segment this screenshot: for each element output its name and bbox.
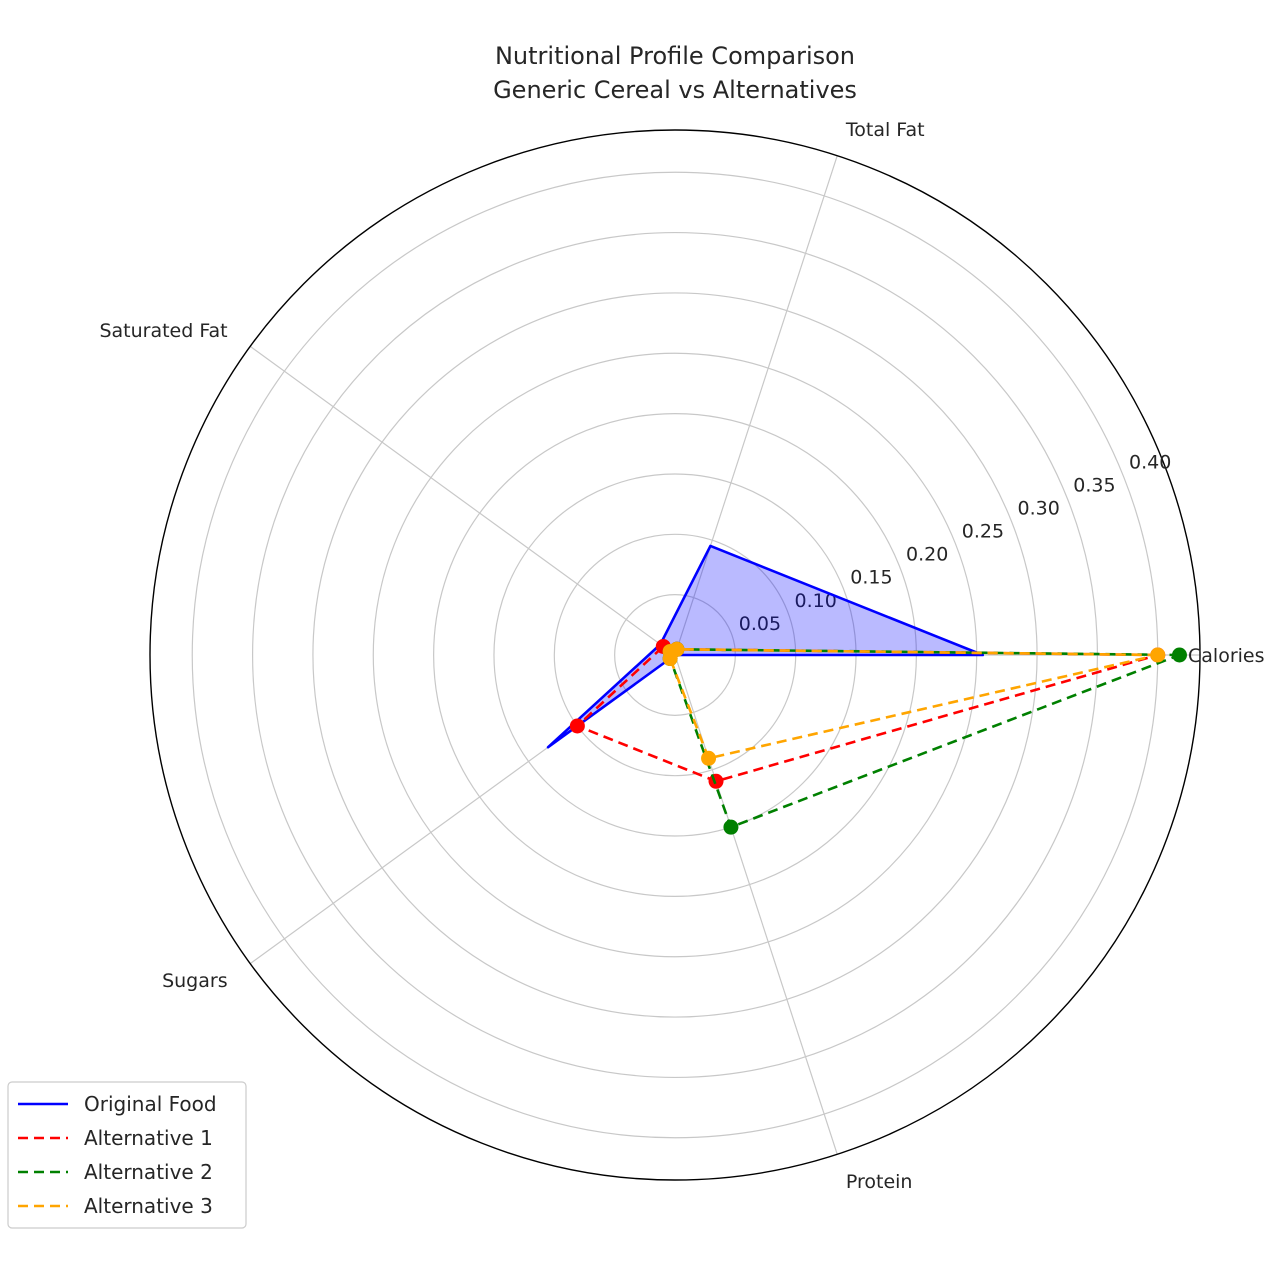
data-point [1150, 647, 1166, 663]
data-point [701, 750, 717, 766]
legend-entry: Alternative 2 [84, 1160, 213, 1184]
category-label-total-fat: Total Fat [845, 119, 925, 141]
spoke-protein [674, 654, 838, 1155]
data-point [569, 718, 585, 734]
r-tick-label: 0.20 [906, 544, 948, 566]
r-tick-label: 0.10 [795, 590, 837, 612]
series-line [668, 647, 1160, 760]
r-tick-label: 0.15 [850, 567, 892, 589]
data-point [708, 773, 724, 789]
data-point [1171, 647, 1187, 663]
r-tick-label: 0.30 [1018, 497, 1060, 519]
r-tick-label: 0.40 [1129, 451, 1171, 473]
outer-ring [149, 129, 1201, 1181]
legend-entry: Original Food [84, 1092, 217, 1116]
legend-entry: Alternative 1 [84, 1126, 213, 1150]
r-tick-label: 0.35 [1073, 474, 1115, 496]
series-original-food [546, 544, 985, 749]
series-line [546, 544, 985, 749]
category-label-saturated-fat: Saturated Fat [99, 320, 227, 342]
series-alternative-3 [662, 641, 1166, 766]
data-point [723, 819, 739, 835]
series-line [668, 647, 1181, 829]
category-label-calories: Calories [1188, 645, 1265, 667]
data-point [662, 651, 678, 667]
spoke-total-fat [674, 155, 838, 656]
title-line-1: Nutritional Profile Comparison [495, 42, 855, 70]
series-layer [546, 544, 1187, 835]
legend-entry: Alternative 3 [84, 1194, 213, 1218]
title-line-2: Generic Cereal vs Alternatives [493, 76, 857, 104]
r-tick-label: 0.25 [962, 521, 1004, 543]
radial-tick-labels: 0.05 0.10 0.15 0.20 0.25 0.30 0.35 0.40 [739, 451, 1172, 635]
series-alternative-2 [662, 641, 1187, 835]
category-label-sugars: Sugars [162, 970, 228, 992]
category-labels: Calories Total Fat Saturated Fat Sugars Prot… [99, 119, 1264, 1193]
legend: Original Food Alternative 1 Alternative 2 A… [7, 1081, 247, 1229]
category-label-protein: Protein [846, 1171, 913, 1193]
legend-frame [7, 1081, 247, 1229]
spoke-saturated-fat [249, 345, 676, 656]
chart-title: Nutritional Profile Comparison Generic C… [493, 42, 857, 104]
r-tick-label: 0.05 [739, 613, 781, 635]
